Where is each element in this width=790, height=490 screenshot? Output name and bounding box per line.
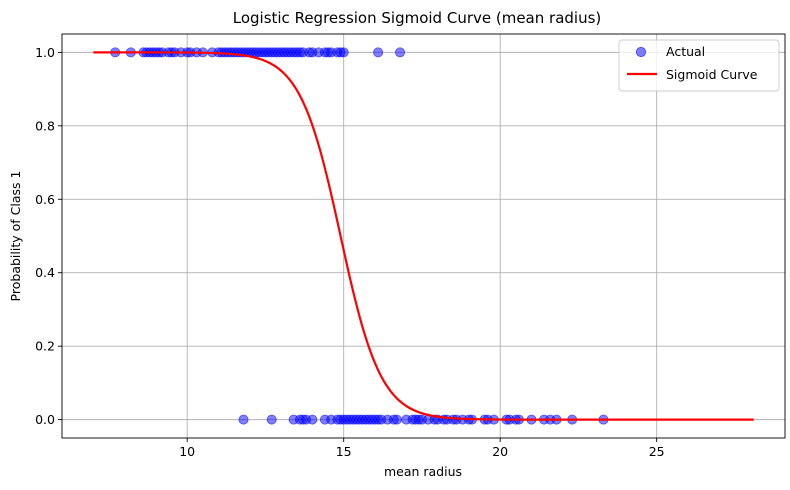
x-tick-label: 25 [649,444,665,459]
scatter-point [395,47,406,58]
x-axis-label: mean radius [384,464,462,479]
y-axis-label: Probability of Class 1 [8,171,23,302]
sigmoid-curve-layer [93,51,754,421]
x-axis-ticks: 10 15 20 25 [179,438,665,459]
scatter-point [391,414,402,425]
y-tick-label: 0.2 [35,339,55,354]
plot-area-frame [61,33,786,439]
scatter-point [338,47,349,58]
grid [62,34,785,438]
x-tick-label: 20 [492,444,508,459]
y-tick-label: 0.6 [35,192,55,207]
scatter-point [307,414,318,425]
legend-actual-marker [635,46,647,58]
sigmoid-curve [93,51,754,421]
x-tick-label: 15 [336,444,352,459]
scatter-point [373,47,384,58]
y-tick-label: 0.8 [35,118,55,133]
y-axis-ticks: 0.0 0.2 0.4 0.6 0.8 1.0 [35,45,62,427]
legend-sigmoid-label: Sigmoid Curve [666,67,758,82]
chart-title: Logistic Regression Sigmoid Curve (mean … [233,9,602,27]
scatter-point [238,414,249,425]
y-tick-label: 0.4 [35,265,55,280]
scatter-point [266,414,277,425]
scatter-points [110,47,609,425]
legend-box [618,39,780,92]
x-tick-label: 10 [179,444,195,459]
y-tick-label: 0.0 [35,412,55,427]
y-tick-label: 1.0 [35,45,55,60]
legend: Actual Sigmoid Curve [618,39,780,92]
legend-actual-label: Actual [666,44,705,59]
